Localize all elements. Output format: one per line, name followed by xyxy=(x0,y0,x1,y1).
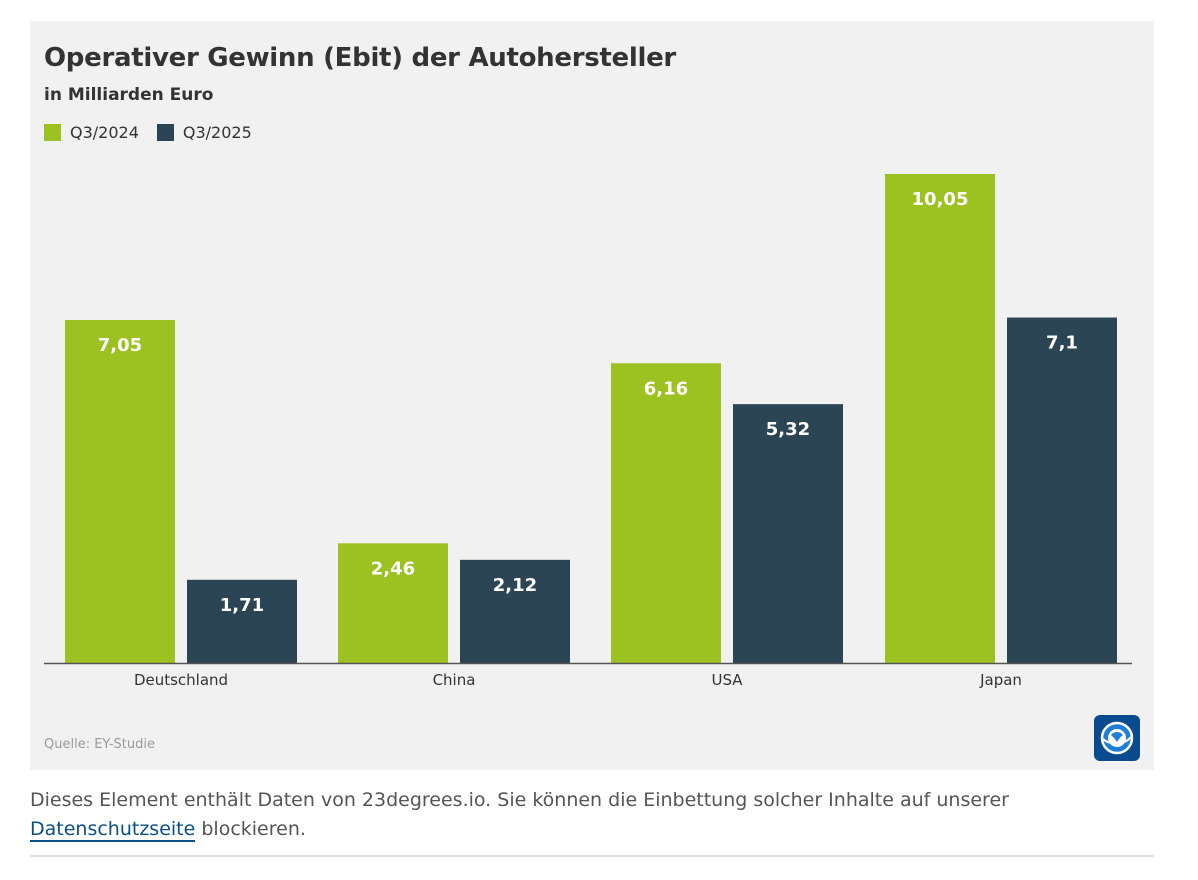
legend-label-q3-2025: Q3/2025 xyxy=(182,123,252,142)
x-tick-label-deutschland: Deutschland xyxy=(134,671,228,689)
bar-deutschland-q3-2024 xyxy=(65,319,175,663)
bar-usa-q3-2025 xyxy=(733,404,843,663)
embed-notice-text: Dieses Element enthält Daten von 23degre… xyxy=(30,789,1009,811)
data-label-usa-q3-2024: 6,16 xyxy=(644,378,688,399)
data-label-usa-q3-2025: 5,32 xyxy=(766,419,810,440)
x-tick-label-usa: USA xyxy=(711,671,743,689)
bar-japan-q3-2024 xyxy=(885,174,995,663)
bar-usa-q3-2024 xyxy=(611,363,721,663)
data-label-deutschland-q3-2024: 7,05 xyxy=(98,335,142,356)
data-label-japan-q3-2024: 10,05 xyxy=(912,189,969,210)
chart-legend: Q3/2024 Q3/2025 xyxy=(44,123,270,142)
data-label-china-q3-2025: 2,12 xyxy=(493,575,537,596)
chart-title: Operativer Gewinn (Ebit) der Autoherstel… xyxy=(44,43,676,73)
embed-notice-text-end: blockieren. xyxy=(195,818,306,840)
bar-japan-q3-2025 xyxy=(1007,317,1117,663)
chart-subtitle: in Milliarden Euro xyxy=(44,85,214,105)
x-tick-label-china: China xyxy=(433,671,476,689)
privacy-page-link[interactable]: Datenschutzseite xyxy=(30,818,196,842)
legend-swatch-q3-2025 xyxy=(156,124,174,141)
tagesschau-globe-icon xyxy=(1100,721,1134,755)
source-note: Quelle: EY-Studie xyxy=(44,737,155,752)
footer-divider xyxy=(30,855,1154,857)
tagesschau-logo xyxy=(1094,715,1140,761)
legend-swatch-q3-2024 xyxy=(44,124,61,141)
bar-deutschland-q3-2025 xyxy=(187,579,297,663)
legend-item-q3-2025: Q3/2025 xyxy=(156,123,252,142)
data-label-japan-q3-2025: 7,1 xyxy=(1046,333,1078,354)
data-label-deutschland-q3-2025: 1,71 xyxy=(220,595,264,616)
x-tick-label-japan: Japan xyxy=(979,671,1022,689)
embed-notice: Dieses Element enthält Daten von 23degre… xyxy=(30,786,1154,844)
bar-china-q3-2024 xyxy=(338,543,448,663)
bar-chart: 7,05 1,71 Deutschland 2,46 2,12 China 6,16 5,32… xyxy=(44,174,1132,689)
data-label-china-q3-2024: 2,46 xyxy=(371,558,415,579)
legend-item-q3-2024: Q3/2024 xyxy=(44,123,139,142)
bar-china-q3-2025 xyxy=(460,559,570,663)
chart-panel: Operativer Gewinn (Ebit) der Autoherstel… xyxy=(30,21,1154,770)
legend-label-q3-2024: Q3/2024 xyxy=(70,123,139,142)
